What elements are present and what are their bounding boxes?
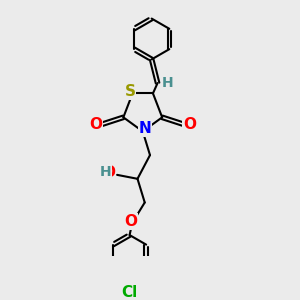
Text: N: N (138, 121, 151, 136)
Text: H: H (100, 165, 111, 179)
Text: Cl: Cl (122, 286, 138, 300)
Text: S: S (124, 84, 135, 99)
Text: H: H (162, 76, 173, 90)
Text: O: O (103, 165, 116, 180)
Text: O: O (89, 118, 102, 133)
Text: O: O (183, 118, 196, 133)
Text: O: O (124, 214, 137, 229)
